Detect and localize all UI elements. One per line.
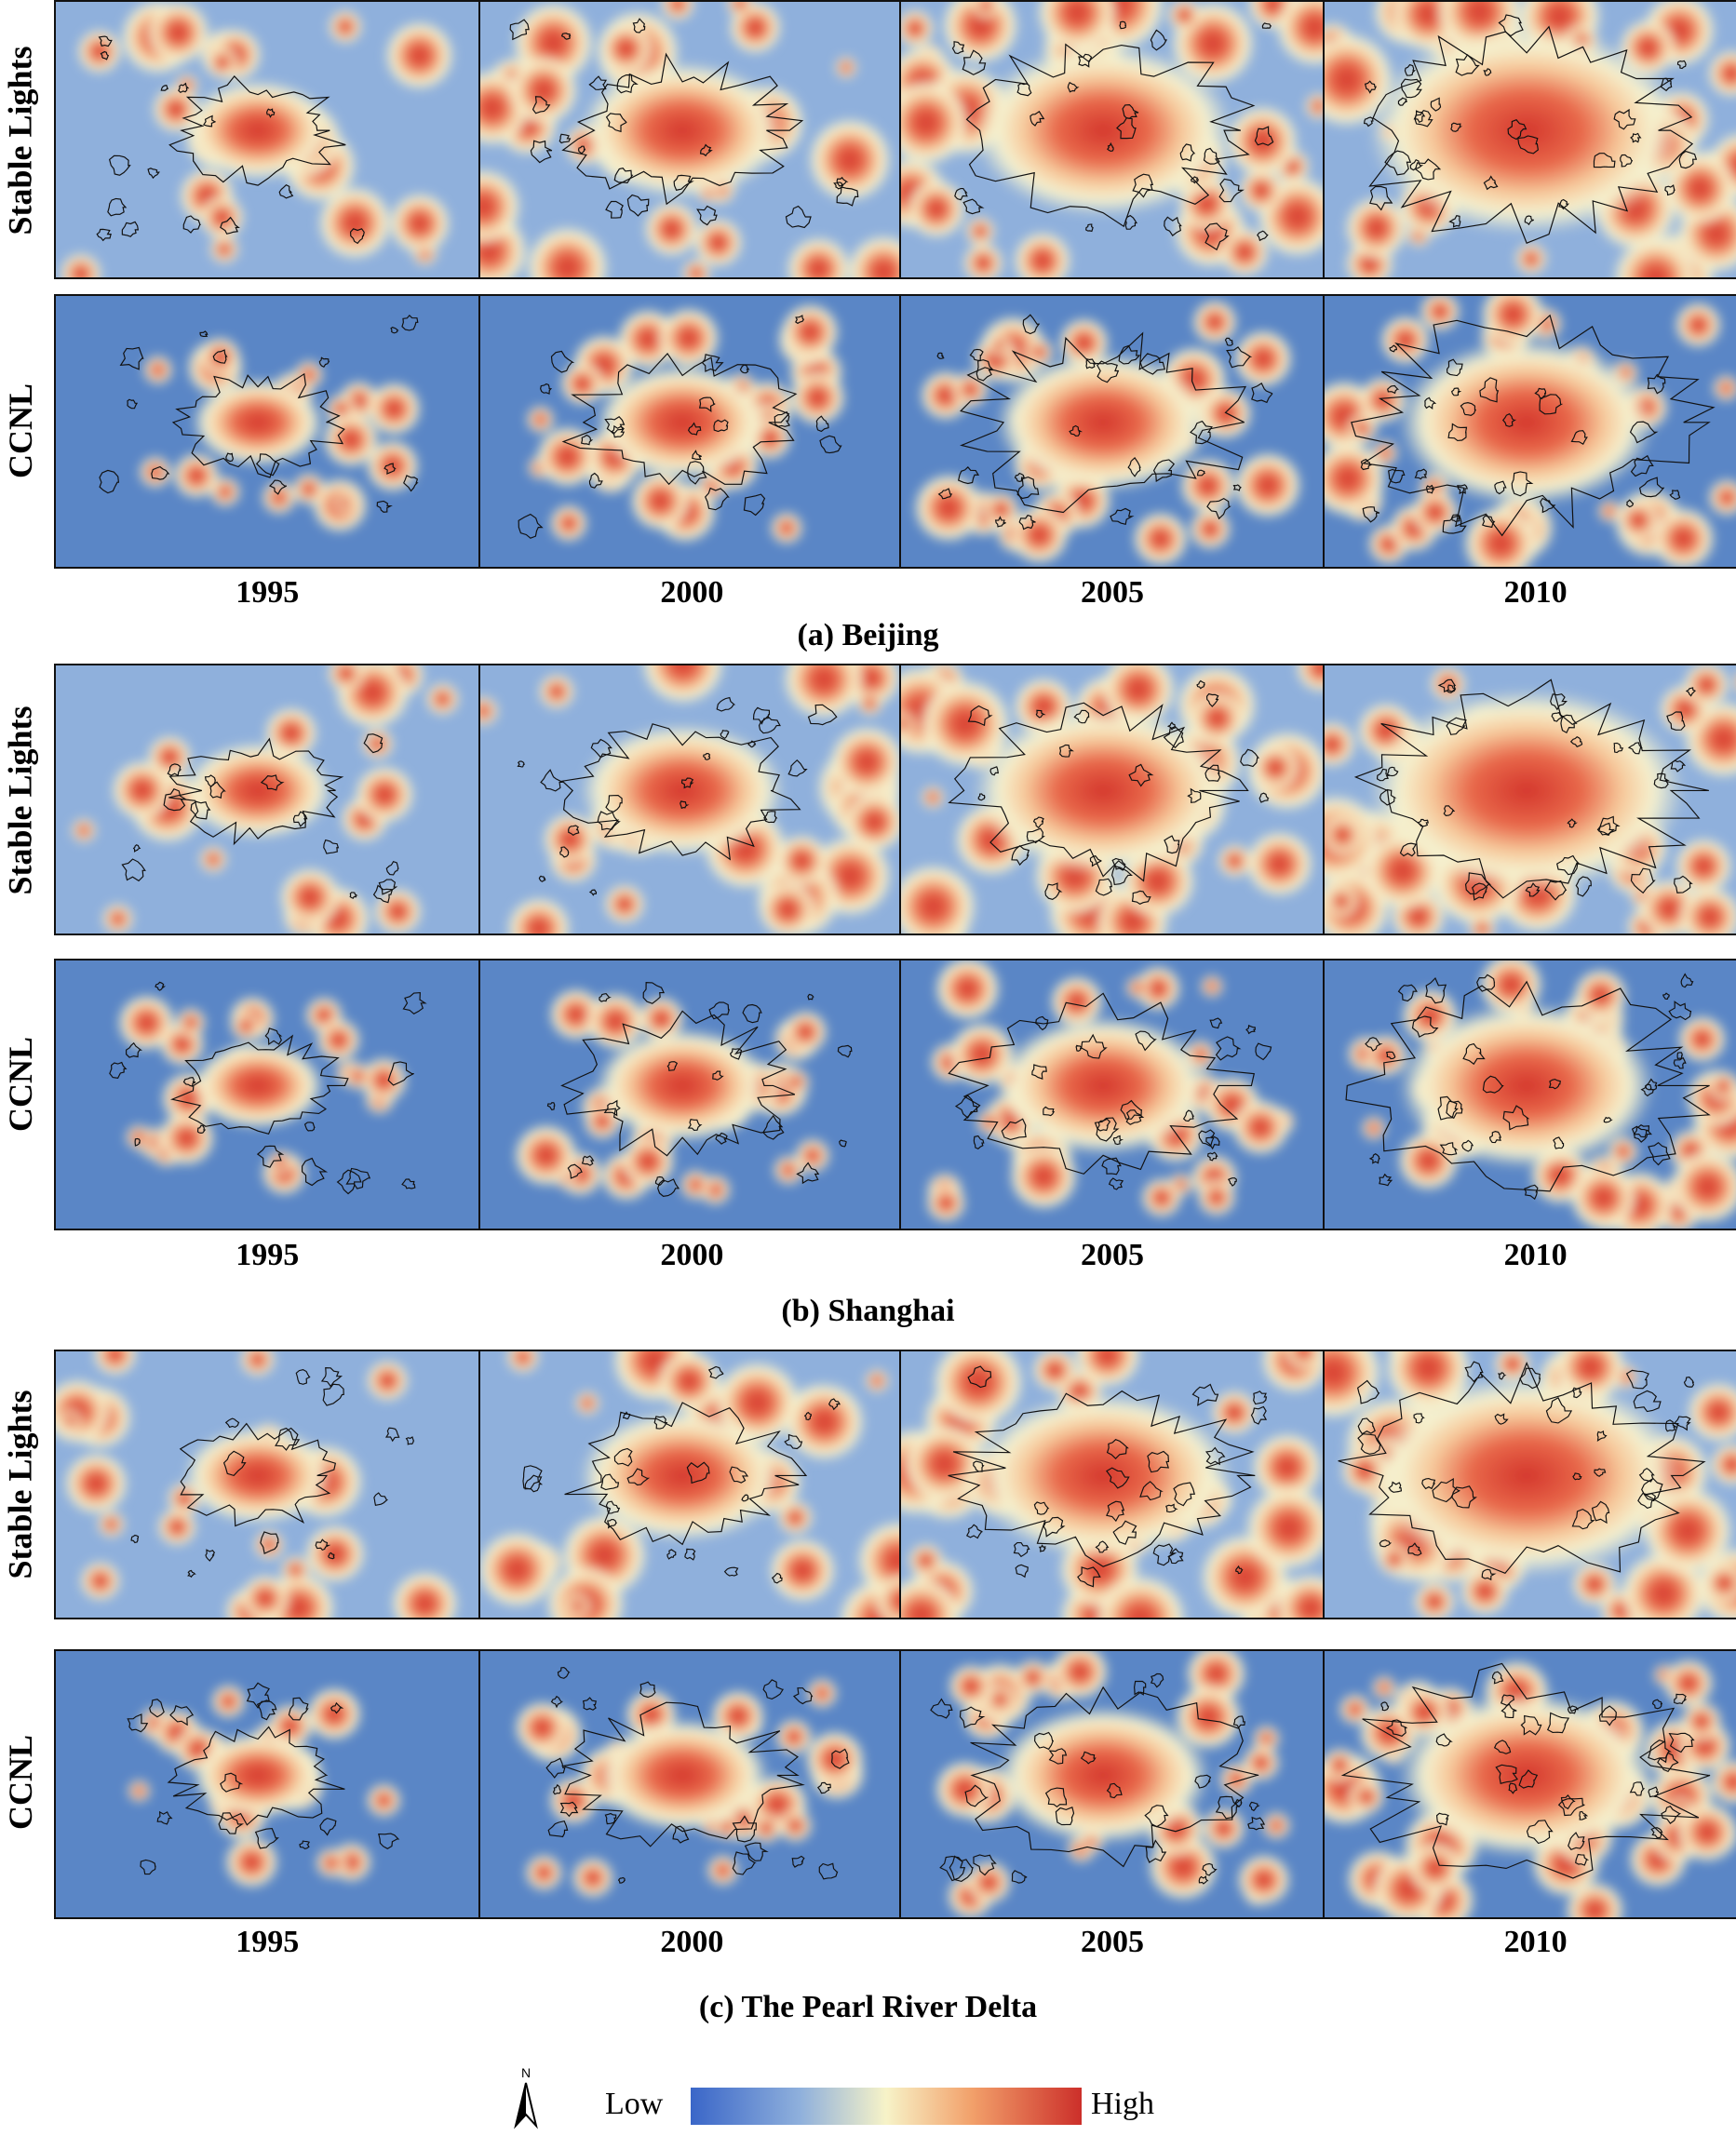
map-beijing-stable-2000 — [478, 0, 906, 279]
map-prd-stable-2000 — [478, 1350, 906, 1619]
year-label-2000: 2000 — [660, 1925, 724, 1959]
row-label-stable-lights: Stable Lights — [2, 46, 40, 235]
year-label-2000: 2000 — [660, 575, 724, 610]
map-shanghai-stable-2000 — [478, 664, 906, 935]
caption-pearl-river-delta: (c) The Pearl River Delta — [698, 1990, 1038, 2024]
year-label-1995: 1995 — [236, 1925, 300, 1959]
map-beijing-stable-2010 — [1322, 0, 1736, 279]
map-prd-stable-1995 — [54, 1350, 481, 1619]
map-beijing-ccnl-2000 — [478, 294, 906, 569]
map-shanghai-ccnl-1995 — [54, 959, 481, 1230]
north-label: N — [521, 2065, 531, 2080]
row-label-ccnl: CCNL — [2, 1734, 40, 1831]
year-label-2005: 2005 — [1080, 575, 1144, 610]
map-beijing-ccnl-2010 — [1322, 294, 1736, 569]
legend-low-label: Low — [605, 2087, 664, 2121]
north-arrow-icon: N — [510, 2064, 542, 2129]
row-label-stable-lights: Stable Lights — [2, 1390, 40, 1579]
map-beijing-stable-1995 — [54, 0, 481, 279]
map-prd-ccnl-1995 — [54, 1649, 481, 1919]
row-label-ccnl: CCNL — [2, 383, 40, 479]
year-label-2010: 2010 — [1503, 1925, 1568, 1959]
color-scale-bar — [691, 2088, 1082, 2125]
year-label-2005: 2005 — [1080, 1238, 1144, 1272]
map-prd-stable-2005 — [898, 1350, 1326, 1619]
map-shanghai-stable-1995 — [54, 664, 481, 935]
map-beijing-ccnl-2005 — [898, 294, 1326, 569]
map-shanghai-ccnl-2005 — [898, 959, 1326, 1230]
row-label-stable-lights: Stable Lights — [2, 705, 40, 895]
year-label-2005: 2005 — [1080, 1925, 1144, 1959]
year-label-1995: 1995 — [236, 575, 300, 610]
map-prd-stable-2010 — [1322, 1350, 1736, 1619]
year-label-2010: 2010 — [1503, 1238, 1568, 1272]
year-label-2000: 2000 — [660, 1238, 724, 1272]
map-shanghai-ccnl-2000 — [478, 959, 906, 1230]
map-shanghai-stable-2005 — [898, 664, 1326, 935]
map-beijing-ccnl-1995 — [54, 294, 481, 569]
map-prd-ccnl-2000 — [478, 1649, 906, 1919]
caption-shanghai: (b) Shanghai — [781, 1294, 955, 1328]
map-shanghai-stable-2010 — [1322, 664, 1736, 935]
legend-high-label: High — [1091, 2087, 1154, 2121]
map-beijing-stable-2005 — [898, 0, 1326, 279]
map-shanghai-ccnl-2010 — [1322, 959, 1736, 1230]
map-prd-ccnl-2005 — [898, 1649, 1326, 1919]
year-label-2010: 2010 — [1503, 575, 1568, 610]
map-prd-ccnl-2010 — [1322, 1649, 1736, 1919]
caption-beijing: (a) Beijing — [797, 618, 939, 652]
row-label-ccnl: CCNL — [2, 1036, 40, 1133]
year-label-1995: 1995 — [236, 1238, 300, 1272]
